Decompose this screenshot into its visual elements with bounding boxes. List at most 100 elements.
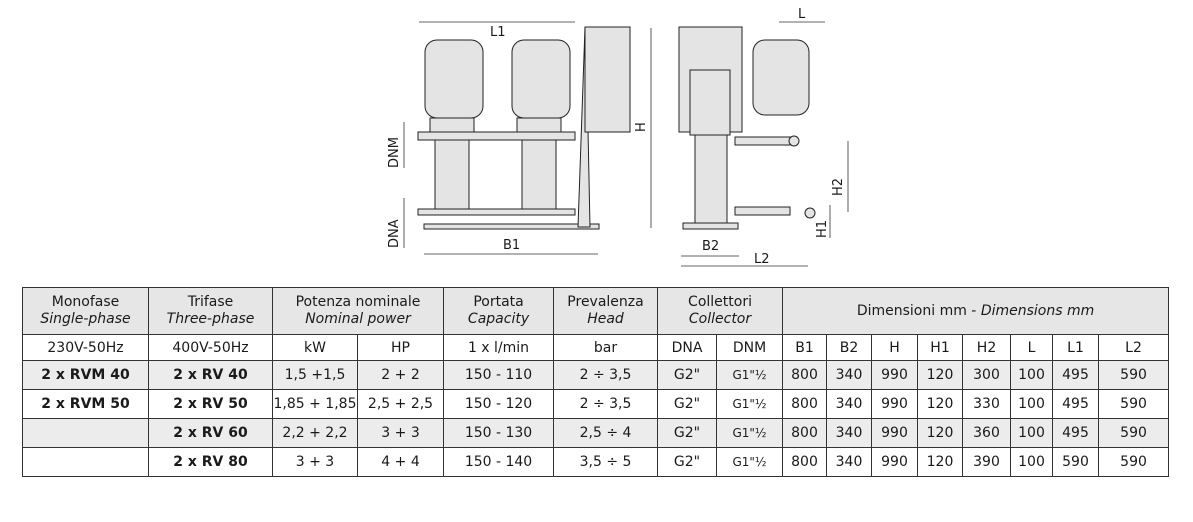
unit-cell: H2 xyxy=(962,334,1012,361)
table-cell: G1"½ xyxy=(716,418,784,448)
table-cell: 590 xyxy=(1098,447,1170,477)
table-cell: G2" xyxy=(657,389,718,419)
table-cell: 590 xyxy=(1098,389,1170,419)
unit-cell: HP xyxy=(356,334,445,361)
table-cell: 150 - 140 xyxy=(443,447,555,477)
label-H2: H2 xyxy=(831,178,846,196)
header-prevalenza: Prevalenza Head xyxy=(553,287,659,335)
table-cell: 300 xyxy=(962,360,1012,390)
table-row: 2 x RVM 40 2 x RV 40 1,5 +1,5 2 + 2 150 - 11… xyxy=(22,360,1170,390)
label-H: H xyxy=(634,122,649,132)
table-cell: 800 xyxy=(782,447,828,477)
table-cell: 2 ÷ 3,5 xyxy=(553,360,659,390)
table-cell: 495 xyxy=(1052,360,1100,390)
table-cell xyxy=(22,418,149,448)
table-cell: 3 + 3 xyxy=(272,447,358,477)
table-cell: G2" xyxy=(657,418,718,448)
side-view xyxy=(678,26,816,230)
table-cell: 990 xyxy=(871,389,919,419)
label-B1: B1 xyxy=(503,238,520,253)
table-cell: G1"½ xyxy=(716,389,784,419)
label-L: L xyxy=(798,7,806,22)
unit-cell: B1 xyxy=(782,334,828,361)
table-cell: G1"½ xyxy=(716,447,784,477)
table-cell: 100 xyxy=(1010,360,1054,390)
table-cell: 4 + 4 xyxy=(356,447,445,477)
unit-cell: bar xyxy=(553,334,659,361)
unit-cell: H1 xyxy=(917,334,964,361)
table-cell: 590 xyxy=(1052,447,1100,477)
label-DNA: DNA xyxy=(387,219,402,248)
header-potenza: Potenza nominale Nominal power xyxy=(271,287,445,335)
front-view xyxy=(417,26,631,230)
table-cell: 120 xyxy=(917,418,964,448)
table-cell: 495 xyxy=(1052,389,1100,419)
header-monofase: Monofase Single-phase xyxy=(22,287,149,335)
unit-cell: L1 xyxy=(1052,334,1100,361)
unit-cell: DNA xyxy=(657,334,718,361)
unit-cell: L xyxy=(1010,334,1054,361)
table-cell xyxy=(22,447,149,477)
table-cell: 2 x RVM 40 xyxy=(22,360,149,390)
table-cell: 495 xyxy=(1052,418,1100,448)
unit-cell: H xyxy=(871,334,919,361)
header-dimensioni: Dimensioni mm - Dimensions mm xyxy=(782,287,1170,335)
table-cell: 590 xyxy=(1098,360,1170,390)
table-cell: 100 xyxy=(1010,389,1054,419)
label-B2: B2 xyxy=(702,239,719,254)
table-cell: 150 - 110 xyxy=(443,360,555,390)
table-cell: 340 xyxy=(826,418,873,448)
header-trifase: Trifase Three-phase xyxy=(148,287,273,335)
unit-cell: L2 xyxy=(1098,334,1170,361)
table-cell: 800 xyxy=(782,360,828,390)
table-cell: 2,2 + 2,2 xyxy=(272,418,358,448)
label-L2: L2 xyxy=(754,252,770,267)
table-cell: 2,5 ÷ 4 xyxy=(553,418,659,448)
table-cell: 2 ÷ 3,5 xyxy=(553,389,659,419)
table-cell: 2 x RV 40 xyxy=(148,360,273,390)
table-cell: 330 xyxy=(962,389,1012,419)
table-cell: G2" xyxy=(657,447,718,477)
table-row: 2 x RVM 50 2 x RV 50 1,85 + 1,85 2,5 + 2,5 1… xyxy=(22,389,1170,419)
table-cell: 340 xyxy=(826,360,873,390)
units-row: 230V-50Hz 400V-50Hz kW HP 1 x l/min bar DNA DNM… xyxy=(22,334,1170,361)
table-cell: G1"½ xyxy=(716,360,784,390)
table-cell: 990 xyxy=(871,447,919,477)
dimension-lines xyxy=(403,21,849,267)
label-DNM: DNM xyxy=(387,137,402,168)
table-cell: 120 xyxy=(917,360,964,390)
specifications-table: Monofase Single-phase Trifase Three-phase … xyxy=(22,287,1170,477)
unit-cell: kW xyxy=(272,334,358,361)
table-cell: 990 xyxy=(871,418,919,448)
table-cell: 340 xyxy=(826,389,873,419)
unit-cell: 230V-50Hz xyxy=(22,334,149,361)
unit-cell: DNM xyxy=(716,334,784,361)
table-cell: 3 + 3 xyxy=(356,418,445,448)
header-portata: Portata Capacity xyxy=(443,287,555,335)
unit-cell: 1 x l/min xyxy=(443,334,555,361)
table-cell: 1,5 +1,5 xyxy=(272,360,358,390)
table-cell: 2 x RV 50 xyxy=(148,389,273,419)
table-cell: 800 xyxy=(782,389,828,419)
table-cell: 2 + 2 xyxy=(356,360,445,390)
label-H1: H1 xyxy=(815,220,830,238)
table-cell: 1,85 + 1,85 xyxy=(272,389,358,419)
table-cell: 2 x RV 80 xyxy=(148,447,273,477)
table-cell: 590 xyxy=(1098,418,1170,448)
unit-cell: B2 xyxy=(826,334,873,361)
header-collettori: Collettori Collector xyxy=(657,287,784,335)
table-cell: 2,5 + 2,5 xyxy=(356,389,445,419)
table-cell: G2" xyxy=(657,360,718,390)
table-cell: 120 xyxy=(917,389,964,419)
table-cell: 150 - 120 xyxy=(443,389,555,419)
table-cell: 100 xyxy=(1010,447,1054,477)
pump-station-drawing: L1 H DNM DNA B1 L H2 H1 B2 L2 xyxy=(387,7,849,267)
table-cell: 100 xyxy=(1010,418,1054,448)
table-cell: 2 x RV 60 xyxy=(148,418,273,448)
table-cell: 390 xyxy=(962,447,1012,477)
table-cell: 150 - 130 xyxy=(443,418,555,448)
label-L1: L1 xyxy=(490,25,506,40)
table-cell: 990 xyxy=(871,360,919,390)
